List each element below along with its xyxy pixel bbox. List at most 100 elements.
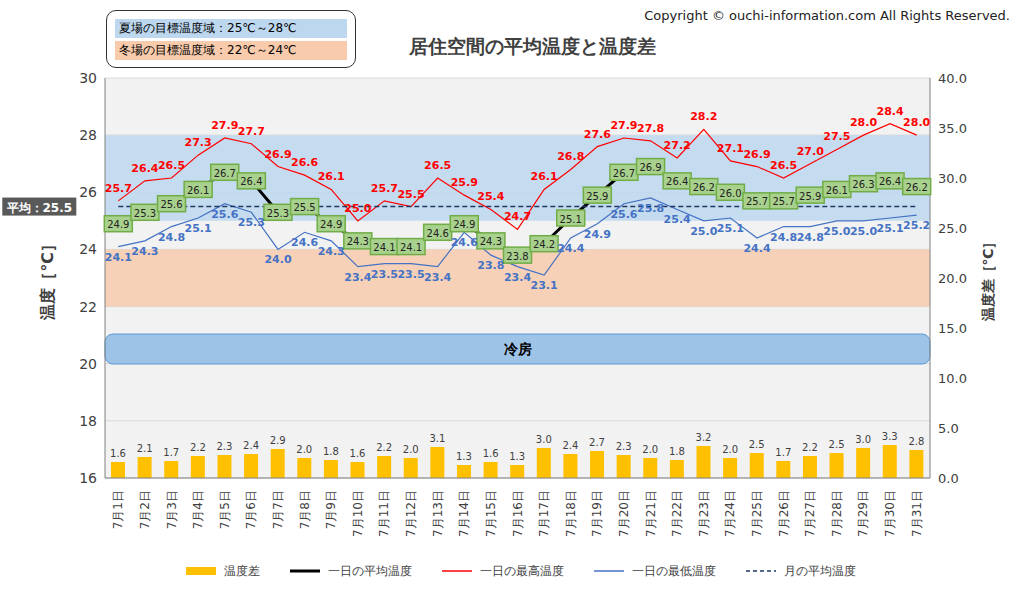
svg-text:7月9日: 7月9日: [324, 490, 338, 529]
svg-text:30.0: 30.0: [938, 171, 967, 186]
svg-text:7月16日: 7月16日: [511, 490, 525, 537]
svg-text:7月28日: 7月28日: [830, 490, 844, 537]
svg-text:1.8: 1.8: [323, 446, 339, 457]
svg-text:27.8: 27.8: [637, 122, 664, 135]
svg-text:1.6: 1.6: [350, 448, 366, 459]
svg-text:7月8日: 7月8日: [298, 490, 312, 529]
svg-text:2.9: 2.9: [270, 435, 286, 446]
svg-text:25.7: 25.7: [371, 182, 398, 195]
svg-text:27.5: 27.5: [823, 130, 850, 143]
svg-text:27.0: 27.0: [797, 145, 824, 158]
svg-text:3.3: 3.3: [882, 431, 898, 442]
svg-text:25.9: 25.9: [451, 176, 478, 189]
svg-text:7月4日: 7月4日: [191, 490, 205, 529]
svg-text:26.9: 26.9: [264, 148, 291, 161]
svg-text:26.8: 26.8: [557, 150, 584, 163]
svg-text:7月31日: 7月31日: [910, 490, 924, 537]
svg-text:25.1: 25.1: [185, 222, 212, 235]
svg-text:1.6: 1.6: [110, 448, 126, 459]
svg-text:7月29日: 7月29日: [856, 490, 870, 537]
svg-text:7月27日: 7月27日: [803, 490, 817, 537]
svg-text:7月26日: 7月26日: [777, 490, 791, 537]
svg-text:2.3: 2.3: [216, 441, 232, 452]
svg-text:24.3: 24.3: [318, 245, 345, 258]
svg-text:28: 28: [79, 127, 97, 143]
svg-text:25.2: 25.2: [903, 219, 930, 232]
svg-text:27.3: 27.3: [185, 136, 212, 149]
svg-text:25.5: 25.5: [293, 202, 315, 213]
svg-text:40.0: 40.0: [938, 71, 967, 86]
svg-text:24.2: 24.2: [533, 239, 555, 250]
svg-text:24.9: 24.9: [453, 219, 475, 230]
svg-text:2.4: 2.4: [243, 440, 259, 451]
svg-text:27.2: 27.2: [664, 139, 691, 152]
svg-text:28.4: 28.4: [877, 105, 904, 118]
svg-text:26.9: 26.9: [743, 148, 770, 161]
svg-text:25.4: 25.4: [477, 190, 504, 203]
svg-text:26.5: 26.5: [770, 159, 797, 172]
svg-text:平均：25.5: 平均：25.5: [8, 201, 72, 215]
svg-text:27.9: 27.9: [610, 119, 637, 132]
svg-text:23.4: 23.4: [344, 271, 371, 284]
svg-text:1.3: 1.3: [509, 451, 525, 462]
svg-text:2.0: 2.0: [642, 444, 658, 455]
svg-text:3.1: 3.1: [429, 433, 445, 444]
svg-text:2.5: 2.5: [829, 439, 845, 450]
svg-text:20: 20: [79, 356, 97, 372]
svg-text:1.7: 1.7: [775, 447, 791, 458]
svg-text:1.7: 1.7: [163, 447, 179, 458]
svg-text:26.1: 26.1: [531, 170, 558, 183]
svg-text:26.7: 26.7: [214, 168, 236, 179]
svg-text:26.3: 26.3: [852, 179, 874, 190]
svg-text:26.0: 26.0: [719, 188, 741, 199]
svg-text:24.1: 24.1: [400, 242, 422, 253]
svg-text:7月1日: 7月1日: [111, 490, 125, 529]
svg-text:3.2: 3.2: [696, 432, 712, 443]
svg-text:25.0: 25.0: [690, 225, 717, 238]
svg-text:7月17日: 7月17日: [537, 490, 551, 537]
svg-text:3.0: 3.0: [855, 434, 871, 445]
svg-text:25.4: 25.4: [664, 213, 691, 226]
svg-text:7月15日: 7月15日: [484, 490, 498, 537]
svg-text:7月3日: 7月3日: [165, 490, 179, 529]
svg-text:2.0: 2.0: [722, 444, 738, 455]
svg-text:23.5: 23.5: [397, 268, 424, 281]
svg-text:25.3: 25.3: [267, 208, 289, 219]
svg-text:25.9: 25.9: [799, 191, 821, 202]
svg-text:24.4: 24.4: [557, 242, 584, 255]
svg-text:7月30日: 7月30日: [883, 490, 897, 537]
svg-text:1.8: 1.8: [669, 446, 685, 457]
svg-text:24.1: 24.1: [105, 251, 132, 264]
svg-text:20.0: 20.0: [938, 271, 967, 286]
svg-text:24.6: 24.6: [427, 228, 449, 239]
svg-text:1.6: 1.6: [483, 448, 499, 459]
svg-text:7月24日: 7月24日: [723, 490, 737, 537]
svg-text:25.6: 25.6: [211, 208, 238, 221]
svg-text:25.3: 25.3: [134, 208, 156, 219]
svg-text:7月2日: 7月2日: [138, 490, 152, 529]
svg-text:25.8: 25.8: [637, 202, 664, 215]
svg-text:27.9: 27.9: [211, 119, 238, 132]
svg-text:24.9: 24.9: [107, 219, 129, 230]
svg-text:25.0: 25.0: [344, 202, 371, 215]
svg-text:23.1: 23.1: [531, 279, 558, 292]
svg-text:27.7: 27.7: [238, 125, 265, 138]
svg-text:23.8: 23.8: [477, 259, 504, 272]
svg-text:7月20日: 7月20日: [617, 490, 631, 537]
svg-text:7月19日: 7月19日: [590, 490, 604, 537]
svg-text:25.6: 25.6: [160, 199, 182, 210]
svg-text:7月11日: 7月11日: [377, 490, 391, 537]
svg-text:7月6日: 7月6日: [244, 490, 258, 529]
svg-text:25.5: 25.5: [397, 188, 424, 201]
svg-text:24.6: 24.6: [291, 236, 318, 249]
svg-text:2.2: 2.2: [802, 442, 818, 453]
svg-text:2.2: 2.2: [190, 442, 206, 453]
svg-text:26.5: 26.5: [424, 159, 451, 172]
svg-text:23.4: 23.4: [424, 271, 451, 284]
svg-text:26.4: 26.4: [240, 176, 262, 187]
svg-text:24.1: 24.1: [373, 242, 395, 253]
svg-text:7月18日: 7月18日: [564, 490, 578, 537]
svg-text:2.4: 2.4: [562, 440, 578, 451]
svg-text:25.3: 25.3: [238, 216, 265, 229]
svg-text:24.3: 24.3: [480, 236, 502, 247]
